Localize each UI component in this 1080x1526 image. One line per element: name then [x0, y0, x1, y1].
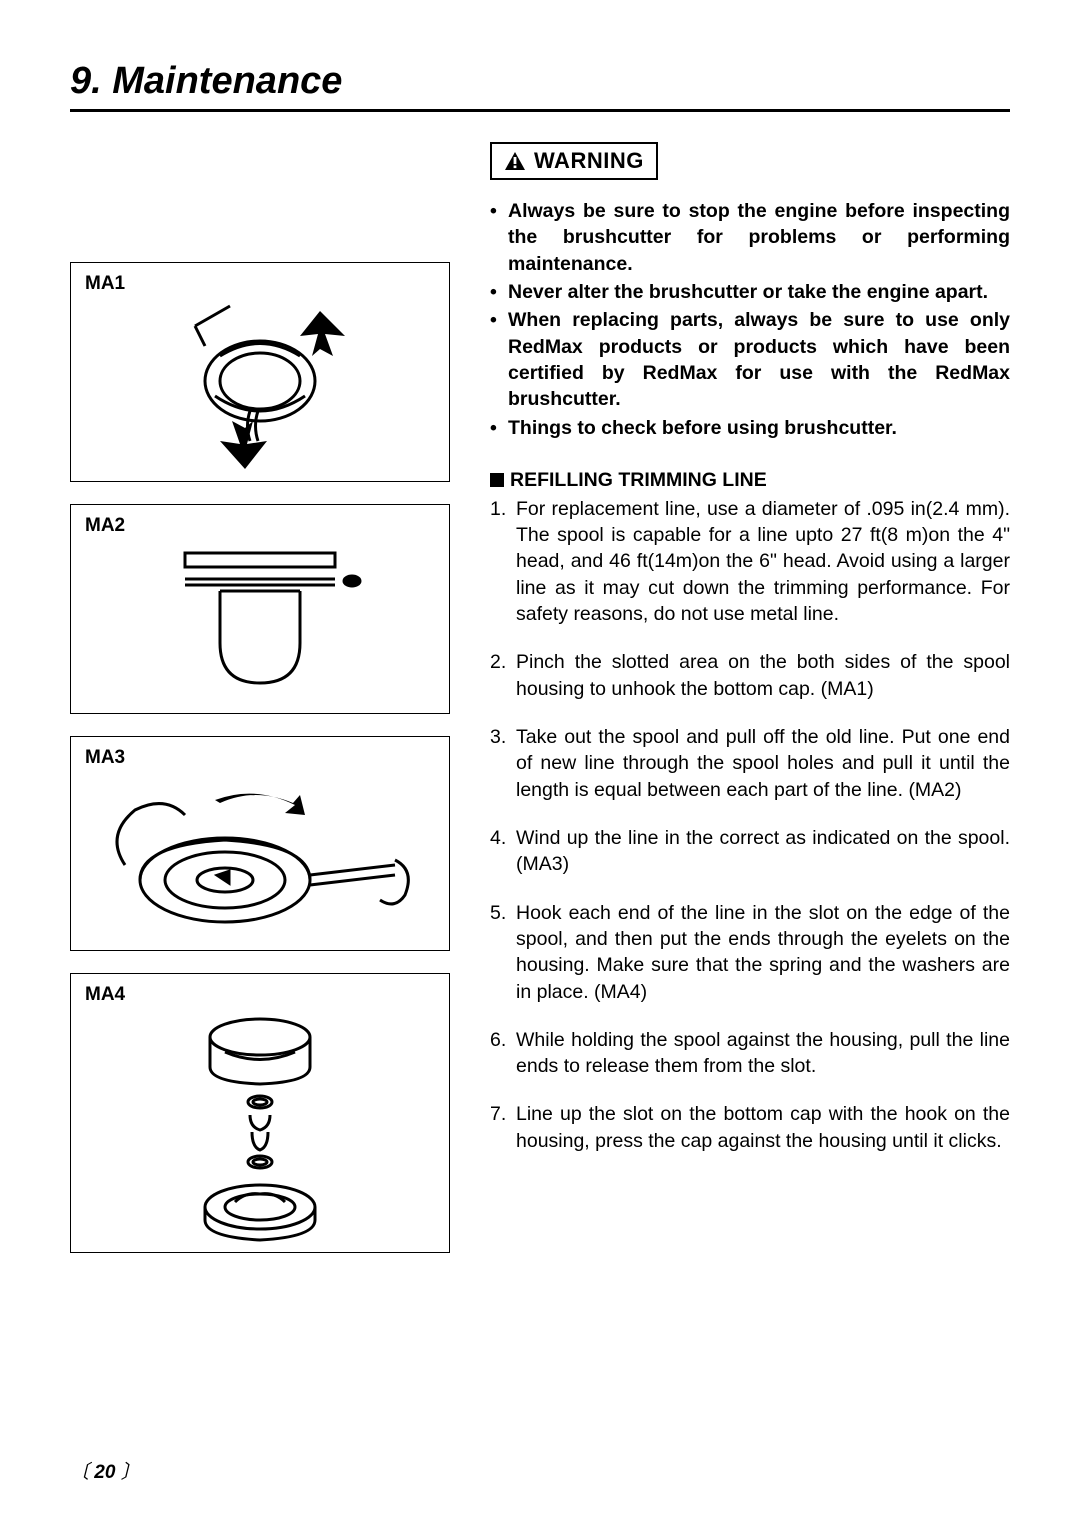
step-item: 1.For replacement line, use a diameter o…: [490, 496, 1010, 628]
figures-column: MA1: [70, 142, 450, 1275]
warning-item: Things to check before using brushcutter…: [490, 415, 1010, 441]
figure-ma1: MA1: [70, 262, 450, 482]
step-item: 7.Line up the slot on the bottom cap wit…: [490, 1101, 1010, 1154]
step-text: Line up the slot on the bottom cap with …: [516, 1103, 1010, 1151]
figure-ma1-image: [85, 301, 435, 471]
warning-icon: [504, 151, 526, 171]
step-item: 6.While holding the spool against the ho…: [490, 1027, 1010, 1080]
figure-ma3-image: [85, 775, 435, 940]
figure-label: MA3: [85, 747, 435, 769]
figure-ma2-image: [85, 543, 435, 703]
step-text: For replacement line, use a diameter of …: [516, 498, 1010, 625]
step-item: 5.Hook each end of the line in the slot …: [490, 900, 1010, 1005]
step-text: Hook each end of the line in the slot on…: [516, 902, 1010, 1003]
figure-label: MA1: [85, 273, 435, 295]
warning-label: WARNING: [534, 148, 644, 174]
figure-ma3: MA3: [70, 736, 450, 951]
step-text: Take out the spool and pull off the old …: [516, 726, 1010, 801]
text-column: WARNING Always be sure to stop the engin…: [490, 142, 1010, 1275]
figure-ma2: MA2: [70, 504, 450, 714]
warning-item: Never alter the brushcutter or take the …: [490, 279, 1010, 305]
step-item: 2.Pinch the slotted area on the both sid…: [490, 649, 1010, 702]
title-rule: [70, 109, 1010, 112]
figure-label: MA2: [85, 515, 435, 537]
section-heading: REFILLING TRIMMING LINE: [490, 469, 1010, 492]
step-text: Wind up the line in the correct as indic…: [516, 827, 1010, 875]
page-number: 〔 20 〕: [70, 1457, 140, 1484]
two-column-layout: MA1: [70, 142, 1010, 1275]
square-bullet-icon: [490, 473, 504, 487]
step-item: 4.Wind up the line in the correct as ind…: [490, 825, 1010, 878]
page-title: 9. Maintenance: [70, 60, 1010, 103]
warning-item: Always be sure to stop the engine before…: [490, 198, 1010, 277]
warning-box: WARNING: [490, 142, 658, 180]
warning-list: Always be sure to stop the engine before…: [490, 198, 1010, 441]
figure-ma4: MA4: [70, 973, 450, 1253]
figure-ma4-image: [85, 1012, 435, 1242]
step-item: 3.Take out the spool and pull off the ol…: [490, 724, 1010, 803]
section-heading-text: REFILLING TRIMMING LINE: [510, 469, 767, 491]
steps-list: 1.For replacement line, use a diameter o…: [490, 496, 1010, 1154]
step-text: Pinch the slotted area on the both sides…: [516, 651, 1010, 699]
step-text: While holding the spool against the hous…: [516, 1029, 1010, 1077]
page-number-value: 20: [94, 1462, 115, 1483]
warning-item: When replacing parts, always be sure to …: [490, 307, 1010, 412]
figure-label: MA4: [85, 984, 435, 1006]
